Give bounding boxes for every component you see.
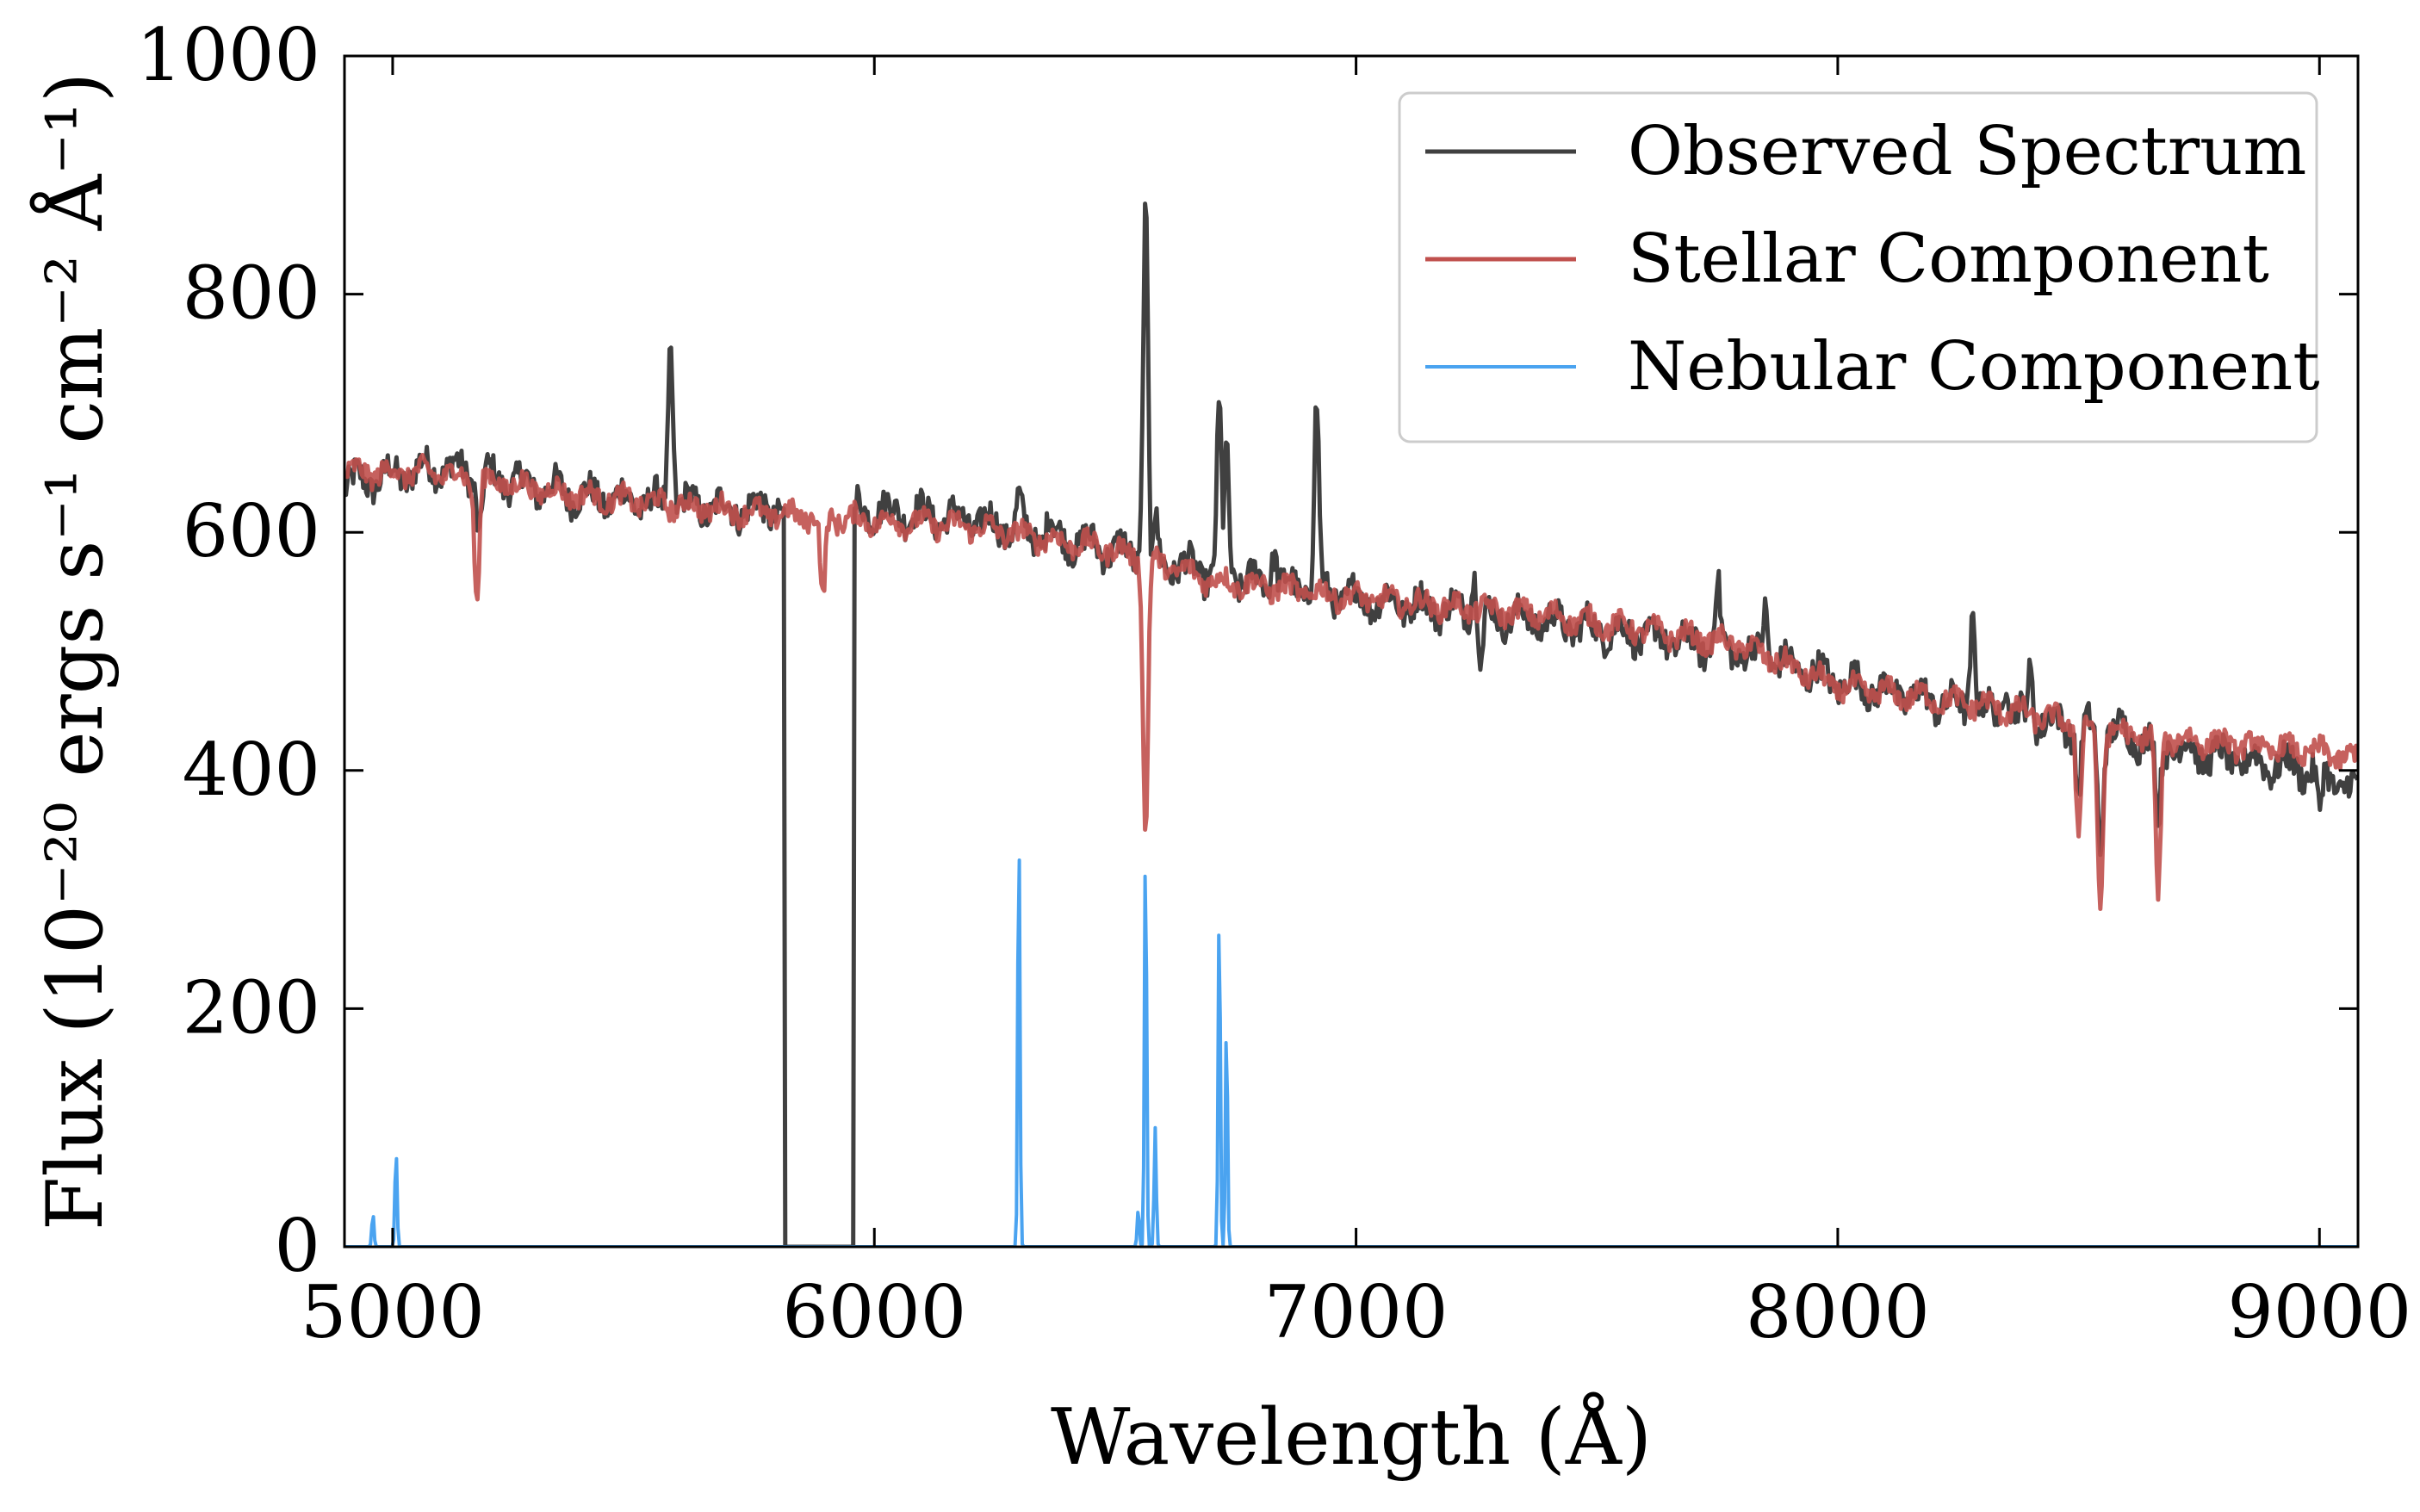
y-axis-label: Flux (10⁻²⁰ ergs s⁻¹ cm⁻² Å⁻¹) — [29, 72, 121, 1230]
series-layer — [344, 201, 2358, 1247]
series-line-nebular-component — [344, 858, 2358, 1247]
y-tick-label: 0 — [275, 1204, 320, 1288]
y-tick-label: 1000 — [136, 13, 320, 97]
x-tick-label: 7000 — [1264, 1270, 1449, 1354]
y-tick-label: 600 — [183, 489, 320, 573]
legend: Observed Spectrum Stellar Component Nebula… — [1398, 91, 2320, 443]
legend-label: Stellar Component — [1628, 220, 2269, 298]
x-tick-label: 9000 — [2227, 1270, 2411, 1354]
series-line-stellar-component — [344, 453, 2358, 911]
y-tick-label: 200 — [183, 965, 320, 1050]
legend-label: Nebular Component — [1628, 328, 2320, 406]
x-tick-label: 8000 — [1746, 1270, 1930, 1354]
y-tick-label: 400 — [183, 728, 320, 812]
x-axis-label: Wavelength (Å) — [1051, 1391, 1652, 1483]
axis-ticks: 5000 6000 7000 8000 9000 0 200 400 600 800 1000 — [136, 13, 2411, 1354]
x-tick-label: 6000 — [782, 1270, 966, 1354]
legend-label: Observed Spectrum — [1628, 113, 2306, 190]
legend-box — [1398, 91, 2318, 443]
x-tick-label: 5000 — [301, 1270, 485, 1354]
plot-frame — [343, 54, 2360, 1249]
y-tick-label: 800 — [183, 251, 320, 336]
